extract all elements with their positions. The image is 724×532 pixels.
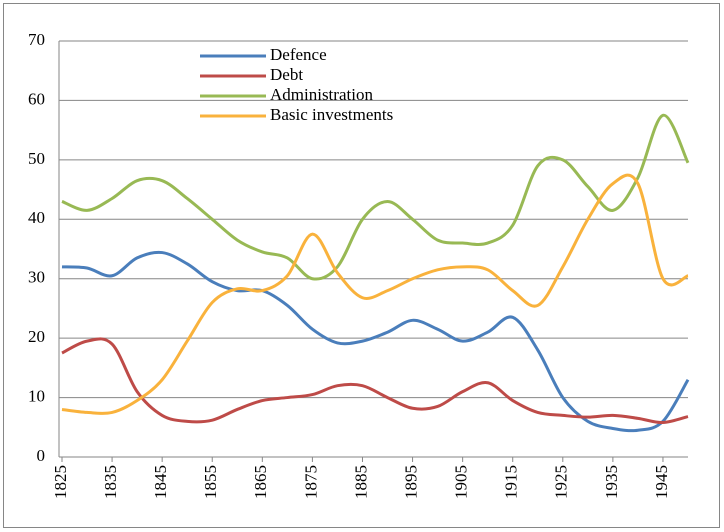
series-line — [61, 250, 690, 433]
x-tick-label: 1895 — [401, 465, 420, 499]
x-tick-label: 1905 — [452, 465, 471, 499]
x-tick-label: 1915 — [502, 465, 521, 499]
y-tick-label: 40 — [28, 208, 45, 227]
x-tick-label: 1935 — [602, 465, 621, 499]
y-tick-label: 0 — [37, 446, 46, 465]
x-tick-label: 1835 — [101, 465, 120, 499]
x-tick-label: 1945 — [652, 465, 671, 499]
y-tick-label: 70 — [28, 30, 45, 49]
series-line — [61, 337, 689, 425]
x-tick-label: 1845 — [151, 465, 170, 499]
y-tick-label: 30 — [28, 268, 45, 287]
y-tick-label: 50 — [28, 149, 45, 168]
x-tick-label: 1885 — [351, 465, 370, 499]
x-tick-label: 1855 — [201, 465, 220, 499]
series-line — [61, 173, 689, 415]
x-tick-label: 1875 — [301, 465, 320, 499]
legend-label: Defence — [270, 45, 327, 64]
y-tick-label: 20 — [28, 327, 45, 346]
x-tick-label: 1865 — [251, 465, 270, 499]
chart-border — [3, 3, 720, 528]
x-tick-label: 1825 — [51, 465, 70, 499]
legend-label: Administration — [270, 85, 373, 104]
legend-label: Basic investments — [270, 105, 393, 124]
y-tick-label: 60 — [28, 89, 45, 108]
x-tick-label: 1925 — [552, 465, 571, 499]
series-line — [61, 113, 690, 281]
y-tick-label: 10 — [28, 386, 45, 405]
legend-label: Debt — [270, 65, 303, 84]
